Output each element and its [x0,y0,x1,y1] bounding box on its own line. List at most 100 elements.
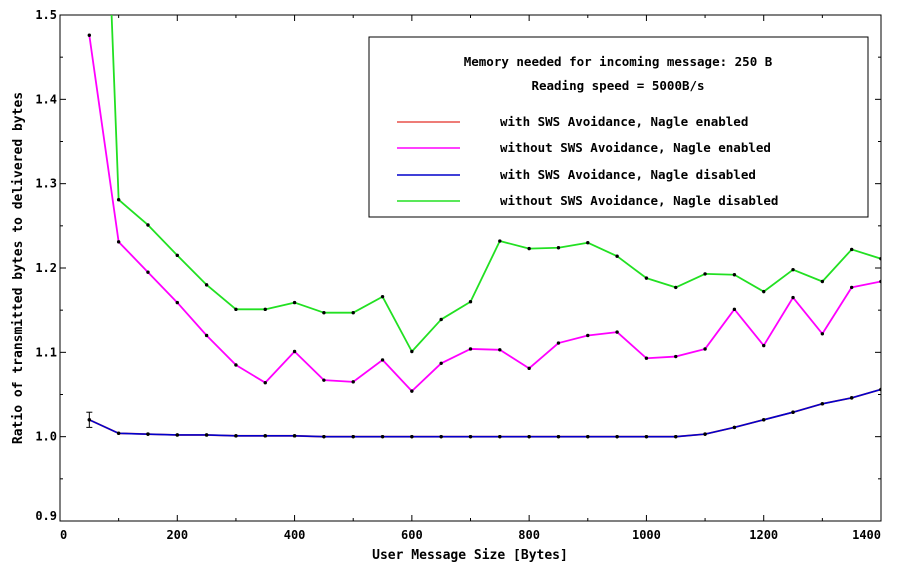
data-point-series-4 [116,197,121,202]
data-point-series-2 [849,285,854,290]
series-line-4 [110,15,881,353]
legend-label-series-4: without SWS Avoidance, Nagle disabled [500,193,778,208]
data-point-series-3 [439,434,443,439]
x-tick-label: 200 [166,528,188,542]
data-point-series-4 [439,317,443,322]
data-point-series-2 [292,349,297,354]
data-markers [87,33,881,439]
data-point-series-3 [674,434,678,439]
data-point-series-2 [380,358,385,362]
data-point-series-4 [322,310,326,315]
data-point-series-2 [674,354,678,359]
data-point-series-2 [204,333,209,338]
data-point-series-2 [762,343,766,348]
data-point-series-3 [791,410,795,414]
data-point-series-2 [146,270,150,274]
data-point-series-3 [615,434,619,439]
data-point-series-4 [732,273,737,277]
data-point-series-4 [175,253,179,258]
data-point-series-4 [644,276,649,280]
data-point-series-3 [732,425,737,430]
data-point-series-4 [586,241,590,245]
legend-box [368,36,869,218]
data-point-series-4 [292,300,297,305]
x-tick-label: 1000 [632,528,661,542]
data-point-series-4 [234,307,238,312]
data-point-series-3 [498,434,502,439]
data-point-series-3 [527,434,531,439]
data-point-series-4 [351,310,355,315]
error-bars [86,411,93,428]
data-point-series-4 [615,254,619,258]
data-point-series-4 [468,300,473,304]
data-point-series-2 [175,300,179,305]
x-tick-label: 0 [60,528,67,542]
data-point-series-3 [644,434,649,439]
data-point-series-3 [234,434,238,438]
data-point-series-3 [849,396,854,400]
data-point-series-4 [380,294,385,299]
data-point-series-3 [703,432,707,436]
legend-header-line-1: Memory needed for incoming message: 250 … [464,54,773,69]
data-point-series-2 [234,363,238,367]
x-tick-label: 800 [518,528,540,542]
series-lines [88,15,881,438]
data-point-series-3 [380,434,385,439]
data-point-series-2 [879,279,881,284]
x-tick-label: 400 [284,528,306,542]
y-tick-label: 1.5 [35,8,57,22]
legend-header-line-2: Reading speed = 5000B/s [531,78,704,93]
data-point-series-3 [292,434,297,438]
data-point-series-3 [322,434,326,439]
data-point-series-4 [791,267,795,272]
data-point-series-2 [498,348,502,352]
data-point-series-2 [732,307,737,312]
data-point-series-4 [879,257,881,261]
legend-label-series-1: with SWS Avoidance, Nagle enabled [500,114,748,129]
data-point-series-3 [351,434,355,439]
data-point-series-2 [703,347,707,351]
legend-label-series-3: with SWS Avoidance, Nagle disabled [500,167,756,182]
data-point-series-3 [263,434,267,438]
data-point-series-2 [791,295,795,300]
data-point-series-3 [879,387,881,392]
data-point-series-2 [351,380,355,384]
legend-label-series-2: without SWS Avoidance, Nagle enabled [500,140,771,155]
x-axis-ticks: 0 200 400 600 800 1000 1200 1400 [59,15,882,542]
series-line-2 [88,35,881,393]
data-point-series-2 [439,361,443,365]
series-line-3 [88,388,881,438]
data-point-series-2 [410,389,414,393]
x-tick-label: 600 [401,528,423,542]
y-axis-label: Ratio of transmitted bytes to delivered … [11,92,26,444]
data-point-series-2 [556,341,561,345]
data-point-series-4 [146,223,150,227]
data-point-series-4 [527,246,531,251]
data-point-series-3 [175,433,179,437]
y-tick-label: 0.9 [35,509,57,523]
data-point-series-3 [820,402,825,406]
data-point-series-2 [87,33,92,37]
x-axis-label: User Message Size [Bytes] [372,548,568,563]
legend: Memory needed for incoming message: 250 … [368,36,869,218]
data-point-series-4 [762,289,766,294]
data-point-series-2 [644,356,649,360]
y-tick-label: 1.4 [35,92,57,106]
y-tick-label: 1.2 [35,261,57,275]
data-point-series-4 [674,285,678,290]
y-axis-ticks: 0.9 1.0 1.1 1.2 1.3 1.4 1.5 [35,8,881,523]
data-point-series-3 [468,434,473,439]
data-point-series-2 [116,240,121,244]
data-point-series-2 [527,366,531,371]
data-point-series-2 [586,333,590,338]
x-tick-label: 1400 [852,528,881,542]
data-point-series-4 [703,272,707,276]
data-point-series-3 [586,434,590,439]
y-tick-label: 1.3 [35,177,57,191]
data-point-series-4 [263,307,267,312]
y-tick-label: 1.0 [35,430,57,444]
data-point-series-4 [849,247,854,252]
y-tick-label: 1.1 [35,345,57,359]
data-point-series-2 [615,330,619,334]
